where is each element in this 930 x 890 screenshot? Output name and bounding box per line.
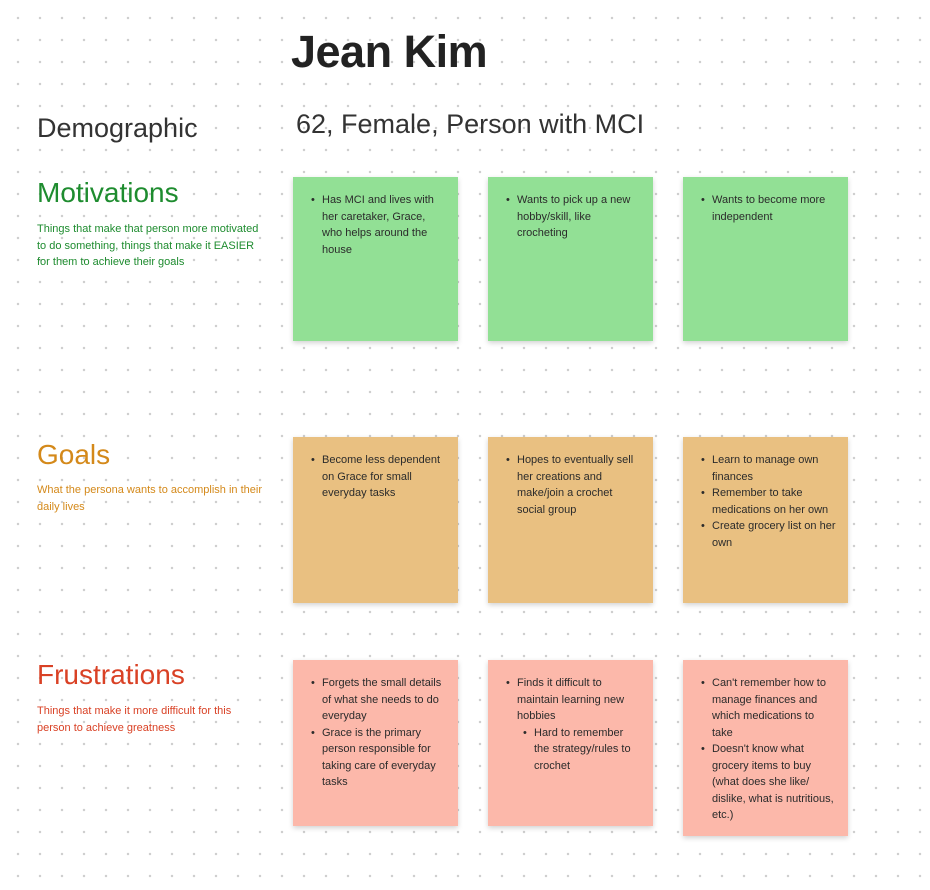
- note-bullet-item: • Finds it difficult to maintain learning…: [500, 675, 641, 774]
- note-bullet-item: • Wants to pick up a new hobby/skill, lik…: [506, 194, 631, 239]
- note-bullet-item: • Create grocery list on her own: [701, 520, 836, 549]
- note-bullet-item: • Learn to manage own finances: [701, 454, 819, 483]
- note-bullet-item: • Wants to become more independent: [701, 194, 826, 223]
- note-bullet-item: • Has MCI and lives with her caretaker, G…: [311, 194, 434, 256]
- note-sub-bullet-item: • Hard to remember the strategy/rules to …: [523, 726, 631, 772]
- note-bullet-item: • Grace is the primary person responsible…: [311, 726, 436, 789]
- note-bullet-item: • Hopes to eventually sell her creations …: [506, 454, 634, 516]
- frustration-note-2[interactable]: • Finds it difficult to maintain learning…: [488, 660, 653, 826]
- motivations-title: Motivations: [37, 177, 179, 208]
- note-bullet-item: • Remember to take medications on her own: [701, 487, 829, 516]
- goal-note-2[interactable]: • Hopes to eventually sell her creations …: [488, 437, 653, 603]
- goal-note-3[interactable]: • Learn to manage own finances • Remember …: [683, 437, 848, 603]
- motivation-note-2[interactable]: • Wants to pick up a new hobby/skill, lik…: [488, 177, 653, 341]
- note-bullet-item: • Doesn't know what grocery items to buy …: [701, 743, 834, 821]
- note-bullet-item: • Can't remember how to manage finances a…: [701, 677, 826, 739]
- persona-name: Jean Kim: [291, 26, 488, 77]
- frustration-note-3[interactable]: • Can't remember how to manage finances a…: [683, 660, 848, 836]
- goals-title: Goals: [37, 439, 111, 470]
- note-bullet-item: • Forgets the small details of what she n…: [311, 677, 442, 722]
- demographic-label: Demographic: [37, 113, 198, 143]
- demographic-value: 62, Female, Person with MCI: [296, 109, 645, 139]
- motivation-note-1[interactable]: • Has MCI and lives with her caretaker, G…: [293, 177, 458, 341]
- frustrations-title: Frustrations: [37, 659, 185, 690]
- motivation-note-3[interactable]: • Wants to become more independent: [683, 177, 848, 341]
- frustrations-description: Things that make it more difficult for t…: [37, 705, 232, 734]
- motivations-description: Things that make that person more motiva…: [37, 223, 259, 268]
- goal-note-1[interactable]: • Become less dependent on Grace for smal…: [293, 437, 458, 603]
- note-bullet-item: • Become less dependent on Grace for smal…: [311, 454, 441, 499]
- goals-description: What the persona wants to accomplish in …: [37, 484, 263, 513]
- frustration-note-1[interactable]: • Forgets the small details of what she n…: [293, 660, 458, 826]
